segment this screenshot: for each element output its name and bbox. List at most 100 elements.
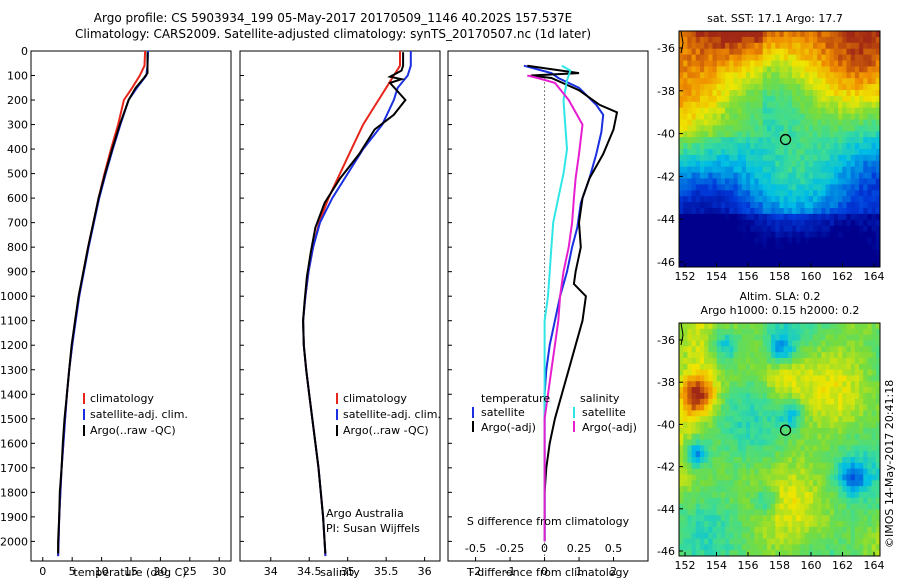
map-cell — [871, 544, 877, 551]
map-cell — [762, 387, 768, 394]
map-cell — [850, 445, 856, 452]
map-cell — [796, 160, 801, 168]
map-cell — [725, 398, 730, 405]
map-cell — [708, 172, 713, 179]
map-cell — [846, 184, 852, 191]
map-cell — [733, 503, 739, 510]
map-cell — [800, 480, 806, 487]
map-cell — [859, 398, 864, 405]
map-cell — [842, 357, 847, 365]
map-cell — [800, 363, 806, 370]
map-cell — [725, 521, 730, 528]
map-cell — [863, 526, 868, 534]
series-line-t-argo-adj- — [527, 64, 619, 542]
x-tick-label: 25 — [183, 565, 197, 578]
map-cell — [846, 526, 852, 534]
map-cell — [695, 445, 701, 452]
map-cell — [758, 255, 764, 262]
map-cell — [708, 387, 713, 394]
map-cell — [838, 363, 843, 370]
map-cell — [704, 328, 709, 336]
map-cell — [854, 381, 860, 388]
map-cell — [758, 113, 764, 120]
map-cell — [800, 503, 806, 510]
map-cell — [829, 160, 835, 168]
map-cell — [699, 392, 705, 400]
coastline — [680, 30, 684, 54]
map-cell — [754, 433, 759, 440]
map-cell — [829, 54, 835, 61]
map-cell — [704, 346, 709, 353]
map-cell — [771, 84, 776, 91]
map-cell — [825, 515, 831, 522]
map-cell — [720, 237, 726, 244]
map-cell — [766, 78, 772, 85]
map-cell — [846, 451, 852, 458]
map-cell — [758, 334, 764, 341]
map-cell — [829, 42, 835, 50]
map-cell — [813, 255, 818, 262]
map-cell — [699, 131, 705, 138]
map-cell — [758, 225, 764, 232]
map-cell — [854, 369, 860, 376]
map-cell — [704, 84, 709, 91]
map-cell — [859, 66, 864, 73]
map-cell — [846, 243, 852, 250]
map-cell — [746, 439, 751, 446]
argo-float-marker — [779, 133, 792, 146]
map-cell — [859, 208, 864, 215]
map-cell — [787, 439, 793, 446]
map-cell — [859, 410, 864, 417]
map-cell — [708, 125, 713, 132]
map-cell — [850, 243, 856, 250]
map-cell — [737, 166, 743, 173]
map-cell — [859, 497, 864, 504]
map-cell — [695, 101, 701, 109]
map-cell — [842, 404, 847, 411]
map-cell — [771, 231, 776, 238]
map-cell — [863, 538, 868, 545]
map-cell — [787, 84, 793, 91]
map-cell — [716, 101, 722, 109]
map-cell — [779, 381, 785, 388]
map-cell — [863, 433, 868, 440]
map-cell — [762, 113, 768, 120]
map-cell — [867, 160, 873, 168]
map-cell — [750, 202, 755, 209]
map-cell — [792, 398, 797, 405]
map-cell — [746, 184, 751, 191]
map-cell — [850, 196, 856, 203]
map-cell — [817, 113, 822, 120]
map-cell — [683, 526, 688, 534]
map-cell — [821, 225, 826, 232]
map-cell — [833, 66, 839, 73]
map-cell — [741, 480, 747, 487]
map-cell — [817, 404, 822, 411]
map-cell — [875, 480, 881, 487]
map-cell — [792, 544, 797, 551]
map-cell — [716, 78, 722, 85]
map-cell — [683, 237, 688, 244]
map-cell — [720, 474, 726, 481]
map-cell — [754, 363, 759, 370]
map-cell — [804, 36, 810, 44]
map-cell — [875, 346, 881, 353]
difference-plot: -2 -1 0 1 2-0.5 -0.25 0 0.25 0.5 — [448, 50, 623, 578]
x2-tick-label: 0.5 — [605, 542, 623, 555]
map-cell — [720, 404, 726, 411]
map-cell — [838, 225, 843, 232]
map-cell — [796, 526, 801, 534]
map-cell — [725, 190, 730, 197]
map-cell — [833, 42, 839, 50]
map-cell — [800, 550, 806, 557]
map-cell — [850, 119, 856, 126]
map-cell — [741, 95, 747, 103]
map-cell — [859, 202, 864, 209]
map-cell — [796, 416, 801, 423]
map-cell — [679, 154, 684, 162]
map-cell — [716, 149, 722, 156]
map-cell — [766, 66, 772, 73]
map-cell — [750, 31, 755, 38]
map-cell — [683, 143, 688, 150]
map-cell — [813, 550, 818, 557]
